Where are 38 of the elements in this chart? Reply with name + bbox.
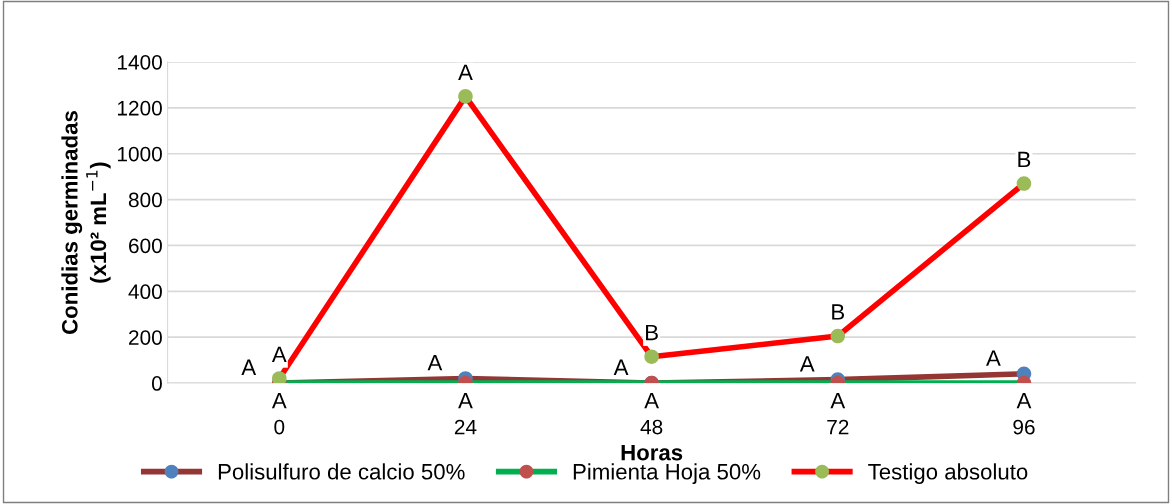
data-label: A (1016, 392, 1032, 409)
x-tick-label: 24 (454, 419, 477, 435)
data-label: A (271, 346, 287, 362)
y-tick-label: 200 (129, 330, 162, 345)
data-label: A (427, 355, 443, 371)
x-tick-label: 96 (1013, 419, 1035, 435)
point (1016, 176, 1032, 191)
data-label: A (458, 392, 473, 409)
point (644, 349, 659, 364)
x-tick-label: 72 (827, 419, 849, 435)
data-label: A (241, 359, 257, 375)
data-label: A (644, 392, 659, 409)
data-label: A (830, 392, 846, 409)
x-axis-title: Horas (621, 444, 683, 461)
y-tick-label: 0 (151, 376, 162, 391)
y-tick-label: 400 (128, 284, 162, 300)
y-axis-title: Conidias germinadas (x10² mL$^{−1}$) (61, 111, 111, 334)
point (458, 89, 473, 104)
point (830, 328, 846, 344)
y-tick-label: 600 (129, 238, 162, 254)
data-label: A (986, 350, 1001, 366)
legend-label: Polisulfuro de calcio 50% (218, 463, 465, 480)
data-label: A (271, 392, 287, 409)
x-tick-label: 0 (274, 419, 285, 435)
data-label: A (613, 359, 629, 375)
legend-label: Pimienta Hoja 50% (573, 463, 761, 484)
data-label: B (1018, 151, 1031, 168)
y-tick-label: 1000 (117, 146, 162, 162)
data-label: A (458, 64, 473, 80)
data-label: B (646, 324, 658, 341)
x-tick-label: 48 (640, 419, 663, 435)
y-tick-label: 1400 (117, 54, 162, 70)
y-tick-label: 1200 (117, 100, 162, 116)
legend-label: Testigo absoluto (868, 463, 1028, 484)
data-label: A (799, 356, 815, 372)
data-label: B (832, 304, 845, 320)
y-tick-label: 800 (128, 192, 162, 208)
point (272, 371, 287, 384)
